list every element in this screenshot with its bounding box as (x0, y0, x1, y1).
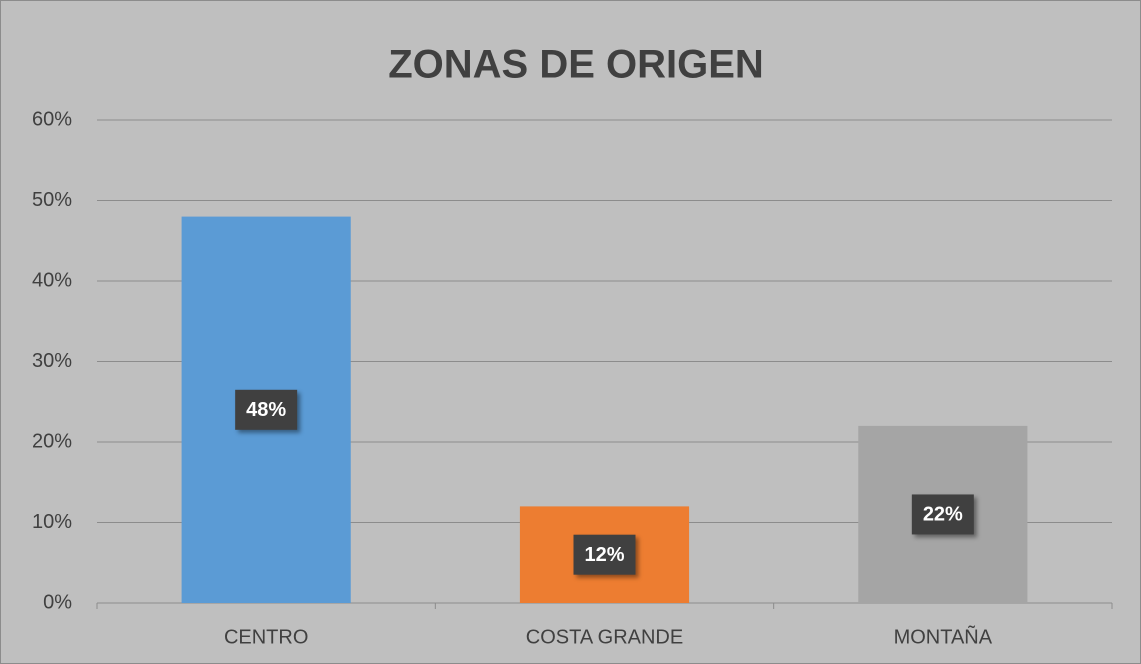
x-tick-label: MONTAÑA (894, 624, 993, 648)
data-label-box (573, 534, 636, 575)
x-tick-label: COSTA GRANDE (526, 626, 683, 648)
y-tick-label: 20% (32, 430, 72, 452)
y-tick-label: 40% (32, 269, 72, 291)
x-tick-label: CENTRO (224, 626, 308, 648)
y-tick-label: 60% (32, 108, 72, 130)
data-label: 22% (923, 504, 963, 526)
y-tick-label: 10% (32, 511, 72, 533)
y-tick-label: 30% (32, 350, 72, 372)
y-tick-label: 50% (32, 189, 72, 211)
y-tick-label: 0% (43, 591, 72, 613)
data-label: 48% (246, 399, 286, 421)
data-label-box (911, 494, 974, 535)
data-label-box (235, 389, 298, 430)
data-label: 12% (584, 544, 624, 566)
chart-title: ZONAS DE ORIGEN (388, 43, 764, 87)
